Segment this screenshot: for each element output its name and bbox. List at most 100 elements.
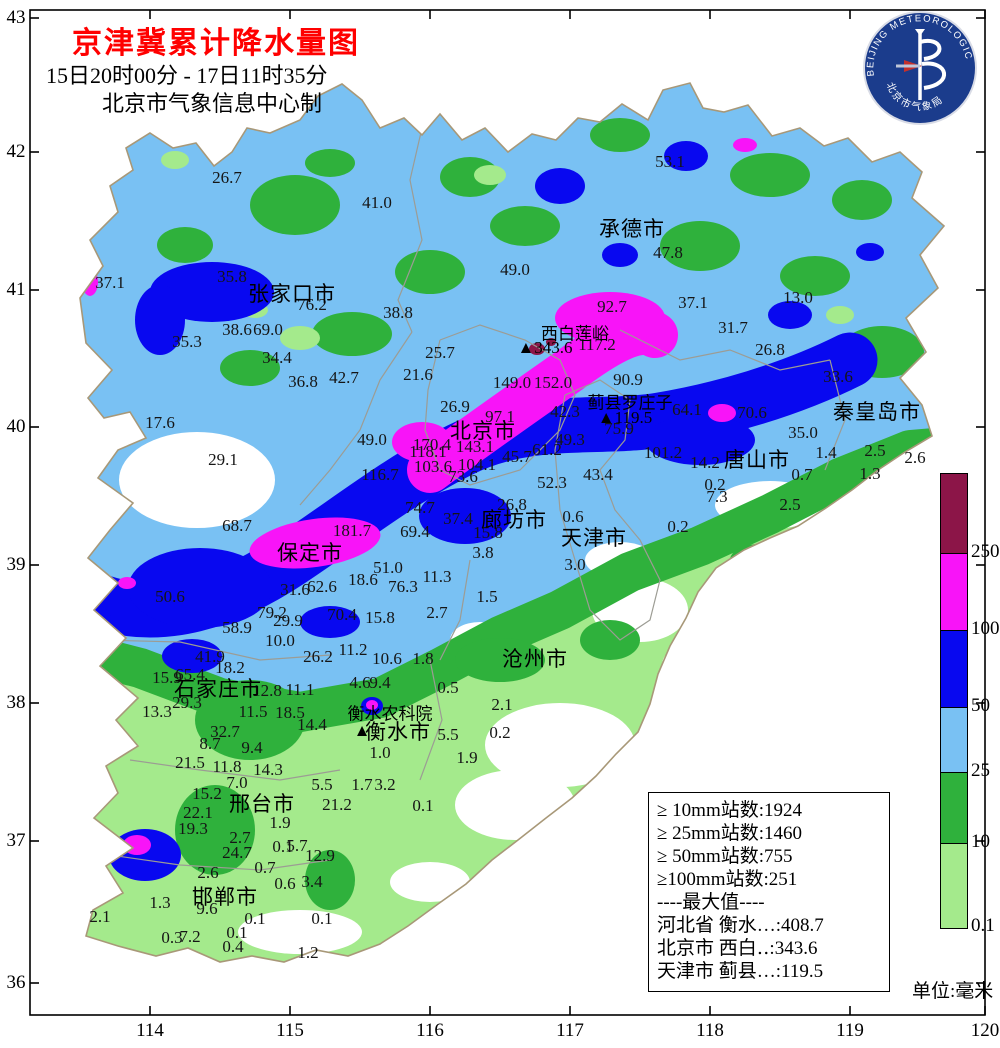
stats-line: ≥ 10mm站数:1924 [657, 799, 889, 822]
precip-value-label: 0.1 [311, 909, 332, 929]
precip-value-label: 9.4 [369, 673, 390, 693]
precip-value-label: 0.4 [222, 937, 243, 957]
precip-value-label: 4.6 [349, 673, 370, 693]
precip-value-label: 1.5 [476, 587, 497, 607]
precip-value-label: 14.2 [690, 453, 720, 473]
precip-value-label: 49.0 [500, 260, 530, 280]
city-label-天津市: 天津市 [561, 522, 627, 552]
legend-segment [940, 772, 968, 844]
stats-line: ≥100mm站数:251 [657, 868, 889, 891]
city-label-邢台市: 邢台市 [229, 788, 295, 818]
max-station-label: ▲ [354, 721, 371, 741]
precip-value-label: 42.7 [329, 368, 359, 388]
stats-line: ≥ 50mm站数:755 [657, 845, 889, 868]
precip-value-label: 15.2 [192, 784, 222, 804]
y-tick-36: 36 [7, 972, 26, 994]
bureau-logo: BEIJING METEOROLOGICAL BUREAU 北京市气象局 [860, 8, 980, 128]
y-tick-43: 43 [7, 7, 26, 29]
page-title: 京津冀累计降水量图 [72, 18, 360, 62]
legend-segment [940, 630, 968, 708]
precip-value-label: 0.7 [791, 465, 812, 485]
precip-value-label: 58.9 [222, 618, 252, 638]
legend-segment [940, 843, 968, 929]
precip-value-label: 26.2 [303, 647, 333, 667]
precip-value-label: 11.5 [238, 702, 267, 722]
precip-value-label: 103.6 [414, 457, 452, 477]
precip-value-label: 3.2 [374, 775, 395, 795]
legend-threshold-label: 0.1 [971, 915, 995, 937]
precip-value-label: 0.7 [254, 858, 275, 878]
legend-threshold-label: 50 [971, 695, 990, 717]
y-tick-42: 42 [7, 141, 26, 163]
precip-value-label: 5.5 [311, 775, 332, 795]
city-label-保定市: 保定市 [277, 537, 343, 567]
precip-value-label: 1.8 [412, 649, 433, 669]
city-label-邯郸市: 邯郸市 [192, 881, 258, 911]
precip-value-label: 21.5 [175, 753, 205, 773]
precip-value-label: 15.8 [365, 608, 395, 628]
precip-value-label: 0.2 [667, 517, 688, 537]
precip-value-label: 1.3 [859, 464, 880, 484]
precip-value-label: 69.0 [253, 320, 283, 340]
max-station-label: ▲343.6 [517, 338, 572, 358]
x-tick-117: 117 [556, 1020, 584, 1042]
precipitation-map-page: 京津冀累计降水量图 15日20时00分 - 17日11时35分 北京市气象信息中… [0, 0, 1000, 1048]
precip-value-label: 64.1 [672, 400, 702, 420]
legend-segment [940, 473, 968, 554]
precip-value-label: 53.1 [655, 152, 685, 172]
precip-value-label: 10.0 [265, 631, 295, 651]
precip-value-label: 36.8 [288, 372, 318, 392]
precip-value-label: 31.6 [280, 580, 310, 600]
precip-value-label: 62.6 [307, 577, 337, 597]
precip-value-label: 49.0 [357, 430, 387, 450]
precip-value-label: 41.0 [362, 193, 392, 213]
stats-line: 北京市 西白‥:343.6 [657, 937, 889, 960]
precip-value-label: 2.5 [779, 495, 800, 515]
precip-value-label: 17.6 [145, 413, 175, 433]
precip-value-label: 116.7 [361, 465, 399, 485]
precip-value-label: 26.9 [440, 397, 470, 417]
city-label-沧州市: 沧州市 [502, 643, 568, 673]
max-station-label: ▲119.5 [598, 408, 652, 428]
city-label-廊坊市: 廊坊市 [481, 504, 547, 534]
precip-value-label: 73.6 [448, 467, 478, 487]
legend-threshold-label: 25 [971, 760, 990, 782]
precip-value-label: 43.4 [583, 465, 613, 485]
precip-value-label: 101.2 [644, 443, 682, 463]
city-label-石家庄市: 石家庄市 [174, 673, 262, 703]
precip-value-label: 45.7 [502, 447, 532, 467]
legend-colorbar: 2501005025100.1 [940, 473, 1000, 933]
precip-value-label: 0.6 [274, 874, 295, 894]
precip-value-label: 1.0 [369, 743, 390, 763]
stats-line: ----最大值---- [657, 891, 889, 914]
precip-value-label: 7.3 [706, 487, 727, 507]
precip-value-label: 35.3 [172, 332, 202, 352]
city-label-张家口市: 张家口市 [248, 278, 336, 308]
stats-line: 河北省 衡水…:408.7 [657, 914, 889, 937]
x-tick-114: 114 [136, 1020, 164, 1042]
precip-value-label: 2.5 [864, 441, 885, 461]
precip-value-label: 2.6 [904, 448, 925, 468]
precip-value-label: 35.8 [217, 267, 247, 287]
producer-credit: 北京市气象信息中心制 [102, 86, 322, 118]
precip-value-label: 76.3 [388, 577, 418, 597]
x-tick-120: 120 [971, 1020, 1000, 1042]
y-tick-40: 40 [7, 416, 26, 438]
precip-value-label: 70.6 [737, 403, 767, 423]
precip-value-label: 69.4 [400, 522, 430, 542]
city-label-唐山市: 唐山市 [724, 444, 790, 474]
y-tick-39: 39 [7, 554, 26, 576]
legend-threshold-label: 250 [971, 541, 1000, 563]
legend-threshold-label: 10 [971, 831, 990, 853]
x-tick-119: 119 [836, 1020, 864, 1042]
city-label-秦皇岛市: 秦皇岛市 [833, 396, 921, 426]
precip-value-label: 9.4 [241, 738, 262, 758]
precip-value-label: 12.9 [305, 846, 335, 866]
precip-value-label: 5.5 [437, 725, 458, 745]
legend-threshold-label: 100 [971, 618, 1000, 640]
precip-value-label: 13.3 [142, 702, 172, 722]
precip-value-label: 14.4 [297, 715, 327, 735]
precip-value-label: 37.1 [678, 293, 708, 313]
precip-value-label: 14.3 [253, 760, 283, 780]
precip-value-label: 35.0 [788, 423, 818, 443]
